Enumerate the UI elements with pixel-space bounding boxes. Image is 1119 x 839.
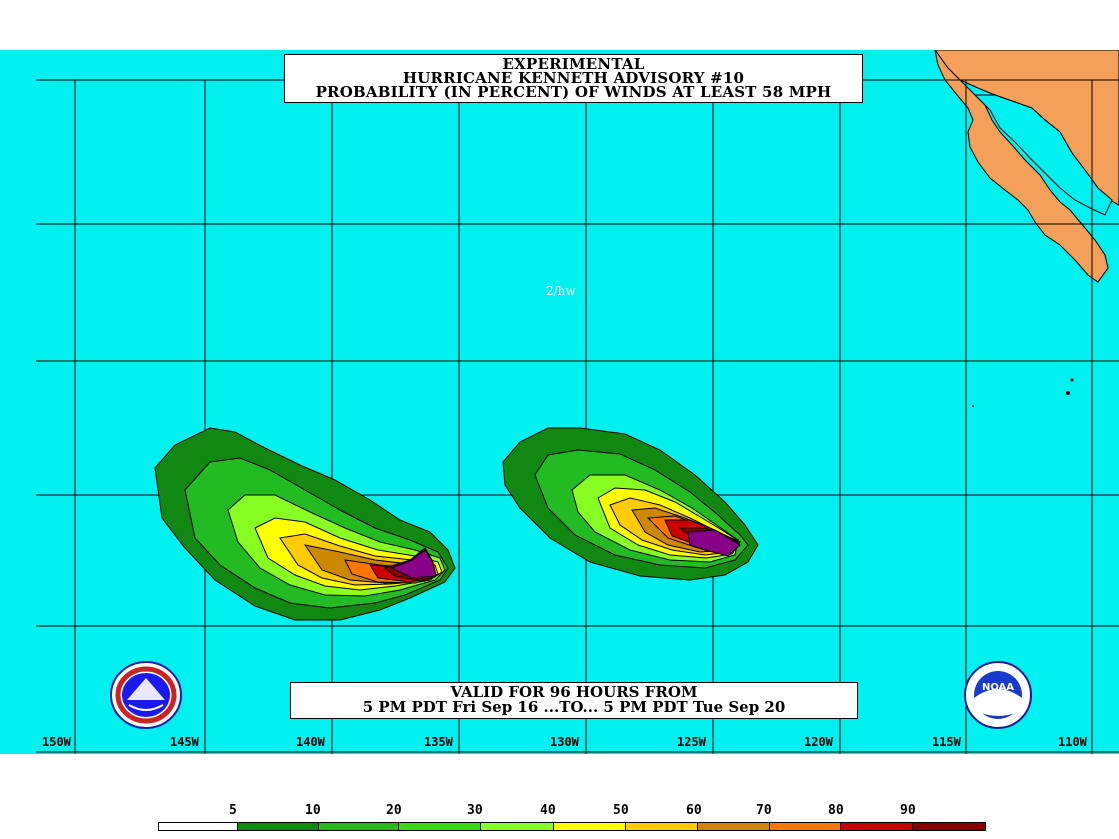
title-line-3: PROBABILITY (IN PERCENT) OF WINDS AT LEA… bbox=[315, 83, 832, 101]
nws-logo-icon bbox=[110, 661, 182, 729]
map-svg bbox=[36, 50, 1119, 754]
gulf-of-california bbox=[973, 94, 1113, 216]
legend: 5 10 20 30 40 50 60 70 80 90 bbox=[0, 800, 1119, 839]
graticule bbox=[36, 79, 1119, 754]
legend-swatch bbox=[840, 822, 913, 831]
legend-swatch bbox=[697, 822, 770, 831]
valid-period-box: VALID FOR 96 HOURS FROM 5 PM PDT Fri Sep… bbox=[290, 682, 858, 719]
legend-swatch bbox=[553, 822, 626, 831]
longitude-label: 140W bbox=[296, 735, 325, 749]
legend-label: 90 bbox=[900, 803, 916, 818]
legend-label: 80 bbox=[828, 803, 844, 818]
title-line-1: EXPERIMENTAL bbox=[502, 55, 645, 73]
longitude-label: 135W bbox=[424, 735, 453, 749]
title-line-2: HURRICANE KENNETH ADVISORY #10 bbox=[402, 69, 745, 87]
legend-label: 20 bbox=[386, 803, 402, 818]
longitude-label: 115W bbox=[932, 735, 961, 749]
legend-swatch bbox=[318, 822, 399, 831]
legend-label: 70 bbox=[756, 803, 772, 818]
title-box: EXPERIMENTAL HURRICANE KENNETH ADVISORY … bbox=[284, 54, 863, 103]
legend-swatch bbox=[398, 822, 481, 831]
legend-label: 5 bbox=[229, 803, 237, 818]
wind-probability-swath-east bbox=[502, 427, 759, 581]
legend-swatch bbox=[237, 822, 319, 831]
legend-swatch bbox=[625, 822, 698, 831]
longitude-label: 125W bbox=[677, 735, 706, 749]
legend-swatch bbox=[769, 822, 841, 831]
longitude-label: 130W bbox=[550, 735, 579, 749]
legend-swatch bbox=[480, 822, 554, 831]
longitude-label: 150W bbox=[42, 735, 71, 749]
forecaster-initials: 2/hw bbox=[546, 284, 576, 298]
legend-label: 60 bbox=[686, 803, 702, 818]
longitude-label: 145W bbox=[170, 735, 199, 749]
legend-label: 10 bbox=[305, 803, 321, 818]
map-canvas bbox=[0, 50, 1119, 754]
valid-line-1: VALID FOR 96 HOURS FROM bbox=[450, 683, 698, 701]
longitude-label: 110W bbox=[1058, 735, 1087, 749]
noaa-logo-icon: NOAA bbox=[964, 661, 1032, 729]
legend-label: 30 bbox=[467, 803, 483, 818]
noaa-logo-text: NOAA bbox=[982, 682, 1014, 693]
valid-line-2: 5 PM PDT Fri Sep 16 ...TO... 5 PM PDT Tu… bbox=[362, 698, 786, 716]
longitude-label: 120W bbox=[804, 735, 833, 749]
legend-swatch bbox=[912, 822, 986, 831]
wind-probability-swath-west bbox=[154, 427, 456, 621]
legend-label: 50 bbox=[613, 803, 629, 818]
legend-swatch bbox=[158, 822, 238, 831]
legend-label: 40 bbox=[540, 803, 556, 818]
